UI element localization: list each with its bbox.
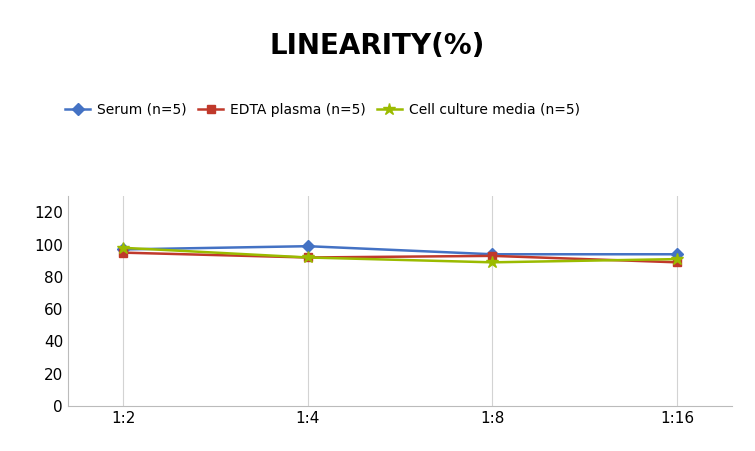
EDTA plasma (n=5) <box>119 250 128 255</box>
Serum (n=5) <box>488 252 497 257</box>
EDTA plasma (n=5) <box>304 255 313 260</box>
Cell culture media (n=5) <box>488 260 497 265</box>
Line: EDTA plasma (n=5): EDTA plasma (n=5) <box>119 249 681 267</box>
Serum (n=5) <box>304 244 313 249</box>
Cell culture media (n=5) <box>304 255 313 260</box>
Line: Cell culture media (n=5): Cell culture media (n=5) <box>117 242 683 269</box>
Line: Serum (n=5): Serum (n=5) <box>119 242 681 258</box>
Cell culture media (n=5) <box>119 245 128 250</box>
EDTA plasma (n=5) <box>488 253 497 258</box>
EDTA plasma (n=5) <box>673 260 682 265</box>
Text: LINEARITY(%): LINEARITY(%) <box>270 32 485 60</box>
Legend: Serum (n=5), EDTA plasma (n=5), Cell culture media (n=5): Serum (n=5), EDTA plasma (n=5), Cell cul… <box>60 97 585 122</box>
Cell culture media (n=5) <box>673 256 682 262</box>
Serum (n=5) <box>673 252 682 257</box>
Serum (n=5) <box>119 247 128 252</box>
